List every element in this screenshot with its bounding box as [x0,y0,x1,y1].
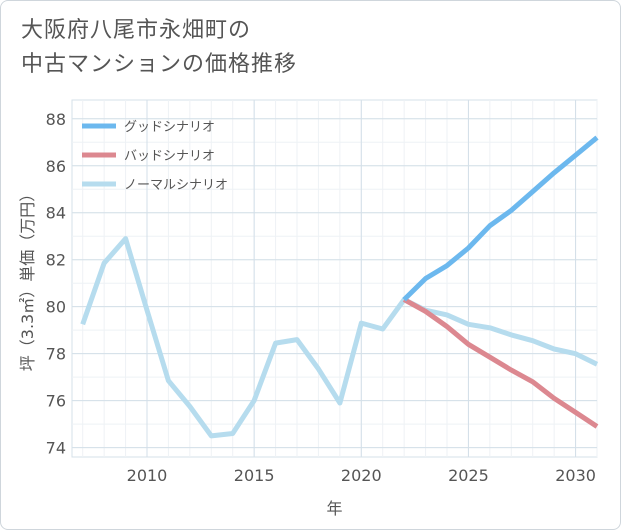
legend-label: ノーマルシナリオ [124,178,228,193]
y-tick-label: 84 [46,204,66,223]
y-tick-label: 82 [46,251,66,270]
x-tick-label: 2015 [234,466,275,485]
y-tick-label: 88 [46,110,66,129]
axis-ticks: 2010 2015 2020 2025 2030 74 76 78 80 82 84 86 88 [46,110,596,485]
x-tick-label: 2030 [555,466,596,485]
x-tick-label: 2010 [127,466,168,485]
grid-lines [71,99,598,458]
x-tick-label: 2025 [448,466,489,485]
series-lines [80,135,599,439]
series-line-good [402,135,599,302]
legend-label: グッドシナリオ [124,120,215,135]
series-line-normal [80,236,599,439]
chart-title-line-1: 大阪府八尾市永畑町の [21,18,252,43]
y-tick-label: 78 [46,345,66,364]
y-tick-label: 86 [46,157,66,176]
y-tick-label: 76 [46,392,66,411]
y-tick-label: 80 [46,298,66,317]
chart-title: 大阪府八尾市永畑町の 中古マンションの価格推移 [21,14,297,82]
y-tick-label: 74 [46,439,66,458]
series-line-bad [402,297,599,429]
chart-title-line-2: 中古マンションの価格推移 [21,52,298,77]
x-axis-label: 年 [326,499,342,518]
x-tick-label: 2020 [341,466,382,485]
y-axis-label: 坪（3.3㎡）単価（万円） [18,186,37,371]
legend-label: バッドシナリオ [124,149,215,164]
